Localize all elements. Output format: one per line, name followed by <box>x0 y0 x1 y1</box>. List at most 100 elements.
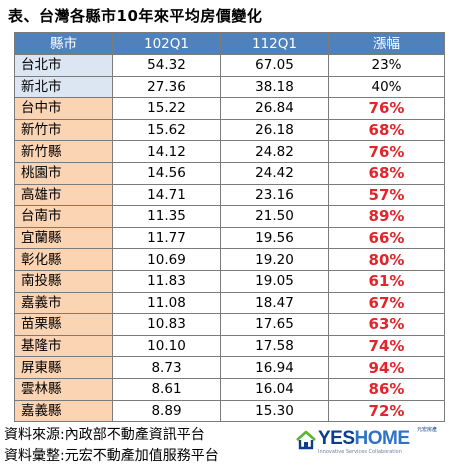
rise-cell: 76% <box>328 97 445 120</box>
value-102q1-cell: 15.22 <box>112 97 221 120</box>
logo-cn: 元宏房產 <box>417 427 438 433</box>
city-cell: 台南市 <box>14 205 113 228</box>
table-row: 基隆市 10.10 17.58 74% <box>14 334 445 358</box>
table-row: 嘉義縣 8.89 15.30 72% <box>14 399 445 423</box>
rise-cell: 57% <box>328 183 445 207</box>
value-102q1-cell: 10.83 <box>112 313 221 336</box>
table-row: 南投縣 11.83 19.05 61% <box>14 269 445 293</box>
logo-tagline: Innovative Services Collaboration <box>318 449 402 455</box>
rise-cell: 80% <box>328 248 445 271</box>
value-102q1-cell: 11.08 <box>112 291 221 315</box>
value-102q1-cell: 11.77 <box>112 226 221 250</box>
house-icon <box>296 430 316 450</box>
value-102q1-cell: 11.83 <box>112 269 221 293</box>
city-cell: 南投縣 <box>14 269 113 293</box>
table-row: 新竹市 15.62 26.18 68% <box>14 118 445 142</box>
rise-cell: 68% <box>328 161 445 185</box>
table-row: 台南市 11.35 21.50 89% <box>14 205 445 228</box>
footer-notes: 資料來源:內政部不動產資訊平台 資料彙整:元宏不動產加值服務平台 <box>4 425 219 467</box>
table-row: 台中市 15.22 26.84 76% <box>14 97 445 120</box>
value-112q1-cell: 26.18 <box>220 118 329 142</box>
city-cell: 新北市 <box>14 75 113 99</box>
city-cell: 苗栗縣 <box>14 313 113 336</box>
value-112q1-cell: 15.30 <box>220 399 329 423</box>
value-102q1-cell: 14.71 <box>112 183 221 207</box>
city-cell: 嘉義市 <box>14 291 113 315</box>
value-112q1-cell: 16.94 <box>220 356 329 379</box>
page-title: 表、台灣各縣市10年來平均房價變化 <box>8 7 263 25</box>
rise-cell: 89% <box>328 205 445 228</box>
table-row: 屏東縣 8.73 16.94 94% <box>14 356 445 379</box>
table-row: 新竹縣 14.12 24.82 76% <box>14 140 445 163</box>
header-102q1: 102Q1 <box>112 32 221 55</box>
table-row: 台北市 54.32 67.05 23% <box>14 54 445 77</box>
value-112q1-cell: 19.05 <box>220 269 329 293</box>
table-row: 苗栗縣 10.83 17.65 63% <box>14 313 445 336</box>
city-cell: 嘉義縣 <box>14 399 113 423</box>
city-cell: 台北市 <box>14 54 113 77</box>
city-cell: 基隆市 <box>14 334 113 358</box>
city-cell: 桃園市 <box>14 161 113 185</box>
value-102q1-cell: 54.32 <box>112 54 221 77</box>
table-row: 雲林縣 8.61 16.04 86% <box>14 377 445 401</box>
logo-home: HOME <box>354 428 411 449</box>
value-112q1-cell: 19.20 <box>220 248 329 271</box>
compiled-note: 資料彙整:元宏不動產加值服務平台 <box>4 448 219 464</box>
city-cell: 彰化縣 <box>14 248 113 271</box>
table-row: 桃園市 14.56 24.42 68% <box>14 161 445 185</box>
logo-wordmark: YESHOME <box>318 429 410 449</box>
value-112q1-cell: 17.65 <box>220 313 329 336</box>
value-102q1-cell: 10.69 <box>112 248 221 271</box>
value-112q1-cell: 24.42 <box>220 161 329 185</box>
table-row: 新北市 27.36 38.18 40% <box>14 75 445 99</box>
rise-cell: 86% <box>328 377 445 401</box>
value-102q1-cell: 11.35 <box>112 205 221 228</box>
value-102q1-cell: 8.73 <box>112 356 221 379</box>
value-102q1-cell: 14.56 <box>112 161 221 185</box>
logo-yes: YES <box>318 428 355 449</box>
rise-cell: 23% <box>328 54 445 77</box>
rise-cell: 40% <box>328 75 445 99</box>
value-112q1-cell: 21.50 <box>220 205 329 228</box>
value-112q1-cell: 18.47 <box>220 291 329 315</box>
value-112q1-cell: 16.04 <box>220 377 329 401</box>
value-112q1-cell: 67.05 <box>220 54 329 77</box>
value-102q1-cell: 14.12 <box>112 140 221 163</box>
table-row: 彰化縣 10.69 19.20 80% <box>14 248 445 271</box>
value-112q1-cell: 23.16 <box>220 183 329 207</box>
table-row: 高雄市 14.71 23.16 57% <box>14 183 445 207</box>
value-112q1-cell: 19.56 <box>220 226 329 250</box>
rise-cell: 61% <box>328 269 445 293</box>
city-cell: 台中市 <box>14 97 113 120</box>
table-row: 宜蘭縣 11.77 19.56 66% <box>14 226 445 250</box>
header-city: 縣市 <box>14 32 113 55</box>
yeshome-logo: YESHOME Innovative Services Collaboratio… <box>295 426 438 460</box>
value-102q1-cell: 10.10 <box>112 334 221 358</box>
rise-cell: 66% <box>328 226 445 250</box>
city-cell: 屏東縣 <box>14 356 113 379</box>
value-102q1-cell: 27.36 <box>112 75 221 99</box>
value-112q1-cell: 38.18 <box>220 75 329 99</box>
rise-cell: 72% <box>328 399 445 423</box>
rise-cell: 74% <box>328 334 445 358</box>
value-102q1-cell: 8.61 <box>112 377 221 401</box>
rise-cell: 67% <box>328 291 445 315</box>
rise-cell: 76% <box>328 140 445 163</box>
value-112q1-cell: 17.58 <box>220 334 329 358</box>
value-112q1-cell: 26.84 <box>220 97 329 120</box>
city-cell: 高雄市 <box>14 183 113 207</box>
rise-cell: 94% <box>328 356 445 379</box>
header-rise: 漲幅 <box>328 32 445 55</box>
city-cell: 新竹縣 <box>14 140 113 163</box>
header-112q1: 112Q1 <box>220 32 329 55</box>
value-102q1-cell: 8.89 <box>112 399 221 423</box>
rise-cell: 63% <box>328 313 445 336</box>
value-102q1-cell: 15.62 <box>112 118 221 142</box>
city-cell: 雲林縣 <box>14 377 113 401</box>
rise-cell: 68% <box>328 118 445 142</box>
table-row: 嘉義市 11.08 18.47 67% <box>14 291 445 315</box>
table-header-row: 縣市 102Q1 112Q1 漲幅 <box>14 32 445 55</box>
value-112q1-cell: 24.82 <box>220 140 329 163</box>
source-note: 資料來源:內政部不動產資訊平台 <box>4 427 205 443</box>
city-cell: 宜蘭縣 <box>14 226 113 250</box>
